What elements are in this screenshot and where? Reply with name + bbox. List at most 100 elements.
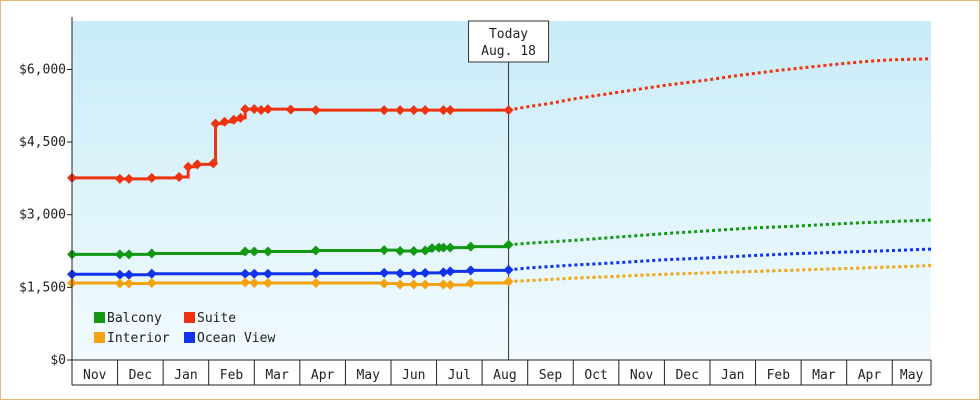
balcony-data-point: [395, 246, 406, 257]
suite-data-point: [438, 105, 449, 116]
ocean-view-data-point: [240, 268, 251, 279]
suite-data-point: [210, 118, 221, 129]
ocean-view-forecast-line: [508, 247, 932, 272]
legend-label-interior: Interior: [107, 331, 170, 346]
suite-data-point: [192, 159, 203, 170]
suite-data-point: [183, 161, 194, 172]
legend-swatch-interior: [94, 332, 105, 343]
suite-data-point: [114, 173, 125, 184]
interior-data-point: [240, 277, 251, 288]
x-tick-label: Jan: [721, 368, 744, 383]
balcony-data-point: [114, 249, 125, 260]
ocean-view-data-point: [146, 268, 157, 279]
y-tick-label: $6,000: [19, 62, 66, 77]
suite-data-point: [503, 105, 514, 116]
x-tick-label: Feb: [767, 368, 791, 383]
x-tick-label: Dec: [129, 368, 152, 383]
balcony-data-point: [465, 241, 476, 252]
interior-data-point: [503, 276, 514, 287]
suite-data-point: [285, 104, 296, 115]
suite-data-point: [146, 172, 157, 183]
x-tick-label: Apr: [311, 368, 335, 383]
x-tick-label: Mar: [812, 368, 836, 383]
balcony-data-point: [146, 248, 157, 259]
x-tick-label: Dec: [675, 368, 698, 383]
suite-data-point: [219, 116, 230, 127]
balcony-forecast-line: [508, 218, 932, 247]
legend-swatch-ocean-view: [184, 332, 195, 343]
x-tick-label: Jul: [448, 368, 471, 383]
today-box: [468, 20, 550, 63]
interior-data-point: [395, 279, 406, 290]
balcony-data-point: [310, 245, 321, 256]
interior-data-point: [379, 278, 390, 289]
today-date-label: Aug. 18: [481, 44, 536, 59]
suite-data-point: [310, 105, 321, 116]
x-tick-label: Sep: [539, 368, 563, 383]
balcony-data-point: [427, 243, 438, 254]
suite-data-point: [235, 112, 246, 123]
interior-forecast-line: [508, 264, 932, 284]
x-tick-label: Apr: [858, 368, 882, 383]
y-tick-label: $1,500: [19, 280, 66, 295]
legend-label-suite: Suite: [197, 311, 236, 326]
suite-data-point: [240, 104, 251, 115]
suite-data-point: [208, 158, 219, 169]
balcony-data-point: [408, 246, 419, 257]
suite-data-point: [420, 105, 431, 116]
suite-data-point: [408, 105, 419, 116]
y-tick-label: $0: [50, 353, 66, 368]
interior-data-point: [310, 277, 321, 288]
x-tick-label: Feb: [220, 368, 244, 383]
interior-data-point: [438, 279, 449, 290]
interior-data-point: [420, 279, 431, 290]
suite-data-point: [123, 173, 134, 184]
ocean-view-data-point: [408, 268, 419, 279]
x-tick-label: May: [900, 368, 924, 383]
balcony-data-point: [503, 239, 514, 250]
y-tick-label: $3,000: [19, 208, 66, 223]
balcony-data-point: [123, 249, 134, 260]
suite-data-point: [262, 104, 273, 115]
balcony-data-point: [240, 246, 251, 257]
x-tick-label: Jun: [402, 368, 425, 383]
suite-data-point: [249, 104, 260, 115]
ocean-view-data-point: [420, 267, 431, 278]
ocean-view-data-point: [445, 266, 456, 277]
interior-data-point: [114, 278, 125, 289]
balcony-data-point: [262, 246, 273, 257]
interior-data-point: [249, 277, 260, 288]
legend-swatch-balcony: [94, 312, 105, 323]
x-tick-label: Mar: [265, 368, 289, 383]
interior-data-point: [146, 277, 157, 288]
ocean-view-data-point: [503, 264, 514, 275]
ocean-view-data-point: [379, 267, 390, 278]
x-tick-label: Aug: [493, 368, 516, 383]
plot-area: [72, 21, 931, 360]
legend-label-balcony: Balcony: [107, 311, 162, 326]
interior-data-point: [465, 277, 476, 288]
ocean-view-data-point: [123, 269, 134, 280]
suite-data-point: [256, 105, 267, 116]
ocean-view-data-point: [310, 268, 321, 279]
interior-data-point: [408, 279, 419, 290]
x-tick-label: Oct: [584, 368, 607, 383]
interior-data-point: [445, 279, 456, 290]
suite-data-point: [395, 105, 406, 116]
y-tick-label: $4,500: [19, 135, 66, 150]
ocean-view-data-point: [249, 268, 260, 279]
suite-data-point: [445, 105, 456, 116]
today-label: Today: [489, 27, 528, 42]
interior-data-point: [123, 278, 134, 289]
ocean-view-data-point: [395, 268, 406, 279]
balcony-data-point: [438, 242, 449, 253]
x-tick-label: Jan: [174, 368, 197, 383]
x-tick-label: May: [356, 368, 380, 383]
suite-data-point: [379, 105, 390, 116]
legend-label-ocean-view: Ocean View: [197, 331, 275, 346]
x-tick-label: Nov: [83, 368, 107, 383]
ocean-view-data-point: [262, 268, 273, 279]
balcony-data-point: [379, 245, 390, 256]
